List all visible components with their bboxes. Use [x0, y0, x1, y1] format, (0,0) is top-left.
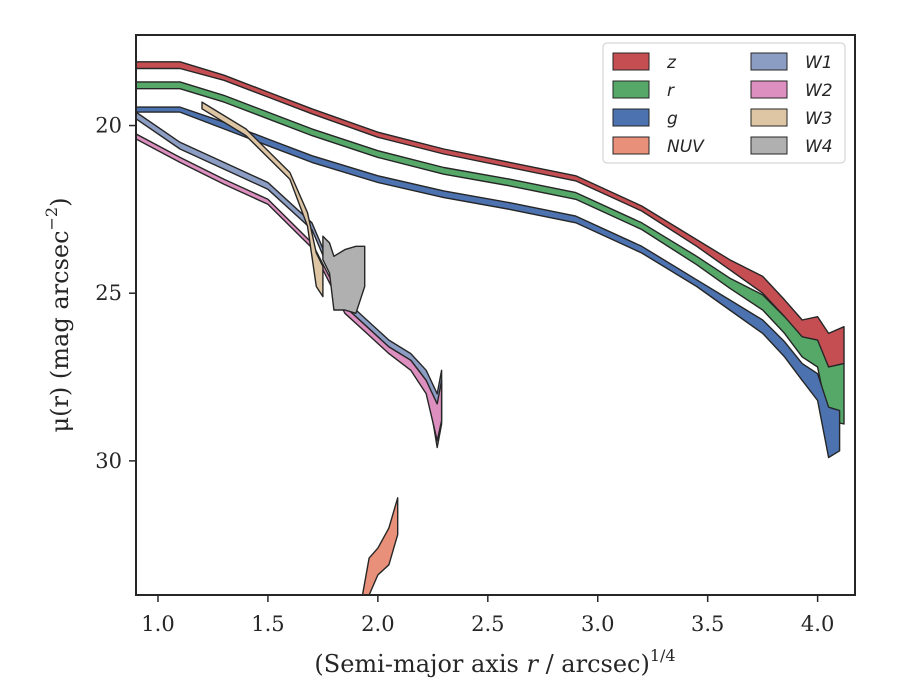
band-area-w3	[201, 101, 324, 298]
band-area-w1	[136, 111, 443, 449]
legend-label: W1	[805, 53, 833, 73]
axes	[135, 34, 856, 596]
x-tick-label: 1.0	[141, 612, 174, 636]
y-tick-label: 20	[95, 114, 122, 138]
x-tick-label: 3.0	[581, 612, 614, 636]
legend-item-nuv: NUV	[612, 136, 705, 157]
ticks: 1.0 1.5 2.0 2.5 3.0 3.5 4.0 20 25 30	[95, 114, 834, 636]
legend-item-z: z	[612, 52, 677, 73]
legend-label: W4	[805, 137, 833, 157]
band-area-r	[136, 81, 845, 425]
legend-label: NUV	[667, 137, 705, 157]
legend-item-w1: W1	[750, 52, 833, 73]
legend-swatch	[612, 80, 650, 99]
x-tick-label: 2.0	[361, 612, 394, 636]
legend-item-w3: W3	[750, 108, 833, 129]
y-tick-label: 25	[95, 281, 122, 305]
legend-swatch	[750, 108, 788, 127]
legend-swatch	[612, 52, 650, 71]
x-tick-label: 2.5	[471, 612, 504, 636]
band-area-w4	[322, 235, 366, 314]
legend-swatch	[750, 136, 788, 155]
x-axis-label: (Semi-major axis r / arcsec)1/4	[314, 646, 675, 678]
legend-item-g: g	[612, 108, 678, 129]
band-area-nuv	[361, 497, 399, 595]
x-tick-label: 3.5	[691, 612, 724, 636]
y-tick-label: 30	[95, 449, 122, 473]
legend-item-w2: W2	[750, 80, 833, 101]
x-tick-label: 4.0	[801, 612, 834, 636]
legend-swatch	[750, 80, 788, 99]
x-tick-label: 1.5	[251, 612, 284, 636]
legend-swatch	[750, 52, 788, 71]
legend-box	[602, 42, 846, 164]
y-axis-label: μ(r) (mag arcsec−2)	[42, 198, 74, 433]
legend-label: g	[667, 109, 678, 129]
legend-label: W2	[805, 81, 833, 101]
legend-label: W3	[805, 109, 833, 129]
legend-swatch	[612, 136, 650, 155]
legend-item-w4: W4	[750, 136, 833, 157]
legend-label: r	[667, 81, 675, 101]
plot-frame	[135, 34, 856, 596]
band-area-g	[136, 106, 841, 459]
legend-label: z	[666, 53, 677, 73]
legend-item-r: r	[612, 80, 675, 101]
legend-swatch	[612, 108, 650, 127]
legend: zrg NUV W1 W2 W3 W4	[602, 42, 846, 164]
band-areas	[136, 61, 845, 595]
